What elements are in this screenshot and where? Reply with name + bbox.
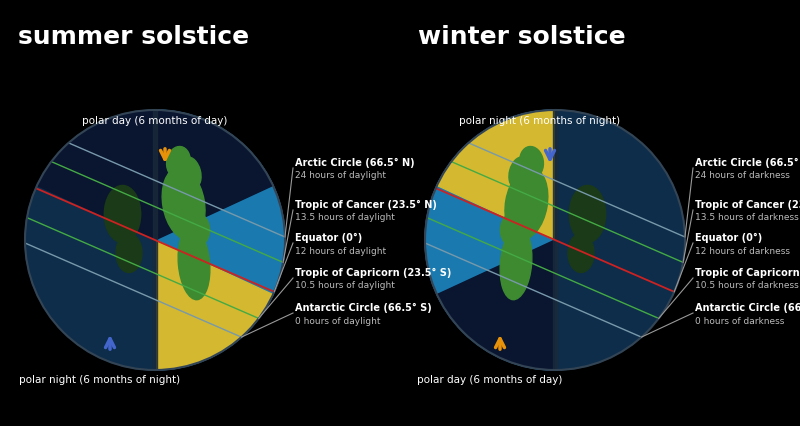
- Text: 10.5 hours of darkness: 10.5 hours of darkness: [695, 282, 798, 291]
- Circle shape: [25, 110, 285, 370]
- Text: Antarctic Circle (66.5° S): Antarctic Circle (66.5° S): [295, 303, 432, 313]
- Polygon shape: [555, 110, 685, 370]
- Ellipse shape: [178, 227, 210, 299]
- Text: winter solstice: winter solstice: [418, 25, 626, 49]
- Text: 10.5 hours of daylight: 10.5 hours of daylight: [295, 282, 395, 291]
- Text: Equator (0°): Equator (0°): [695, 233, 762, 243]
- Text: Equator (0°): Equator (0°): [295, 233, 362, 243]
- Text: Tropic of Cancer (23.5° N): Tropic of Cancer (23.5° N): [295, 200, 437, 210]
- Text: Tropic of Capricorn (23.5° S): Tropic of Capricorn (23.5° S): [695, 268, 800, 278]
- Text: polar day (6 months of day): polar day (6 months of day): [82, 116, 228, 126]
- Ellipse shape: [570, 185, 606, 242]
- Text: Tropic of Capricorn (23.5° S): Tropic of Capricorn (23.5° S): [295, 268, 451, 278]
- Polygon shape: [153, 110, 157, 370]
- Text: summer solstice: summer solstice: [18, 25, 249, 49]
- Wedge shape: [437, 110, 673, 240]
- Ellipse shape: [104, 185, 141, 242]
- Wedge shape: [437, 240, 673, 370]
- Ellipse shape: [166, 147, 190, 178]
- Ellipse shape: [568, 233, 594, 273]
- Text: Antarctic Circle (66.5° S): Antarctic Circle (66.5° S): [695, 303, 800, 313]
- Wedge shape: [37, 240, 273, 370]
- Ellipse shape: [505, 167, 548, 240]
- Polygon shape: [25, 110, 155, 370]
- Text: Tropic of Cancer (23.5° N): Tropic of Cancer (23.5° N): [695, 200, 800, 210]
- Ellipse shape: [500, 211, 532, 248]
- Ellipse shape: [116, 233, 142, 273]
- Text: 13.5 hours of darkness: 13.5 hours of darkness: [695, 213, 798, 222]
- Text: Arctic Circle (66.5° N): Arctic Circle (66.5° N): [695, 158, 800, 168]
- Text: polar night (6 months of night): polar night (6 months of night): [459, 116, 621, 126]
- Polygon shape: [553, 110, 557, 370]
- Ellipse shape: [500, 227, 532, 299]
- Ellipse shape: [509, 157, 528, 187]
- Polygon shape: [425, 110, 555, 370]
- Ellipse shape: [182, 157, 201, 187]
- Ellipse shape: [178, 211, 210, 248]
- Text: 12 hours of daylight: 12 hours of daylight: [295, 247, 386, 256]
- Polygon shape: [155, 110, 285, 370]
- Text: polar day (6 months of day): polar day (6 months of day): [418, 375, 562, 385]
- Text: polar night (6 months of night): polar night (6 months of night): [19, 375, 181, 385]
- Text: 24 hours of darkness: 24 hours of darkness: [695, 172, 790, 181]
- Wedge shape: [37, 110, 273, 240]
- Ellipse shape: [520, 147, 543, 178]
- Ellipse shape: [162, 167, 205, 240]
- Text: Arctic Circle (66.5° N): Arctic Circle (66.5° N): [295, 158, 414, 168]
- Text: 13.5 hours of daylight: 13.5 hours of daylight: [295, 213, 395, 222]
- Circle shape: [425, 110, 685, 370]
- Text: 12 hours of darkness: 12 hours of darkness: [695, 247, 790, 256]
- Text: 24 hours of daylight: 24 hours of daylight: [295, 172, 386, 181]
- Text: 0 hours of daylight: 0 hours of daylight: [295, 317, 381, 325]
- Text: 0 hours of darkness: 0 hours of darkness: [695, 317, 784, 325]
